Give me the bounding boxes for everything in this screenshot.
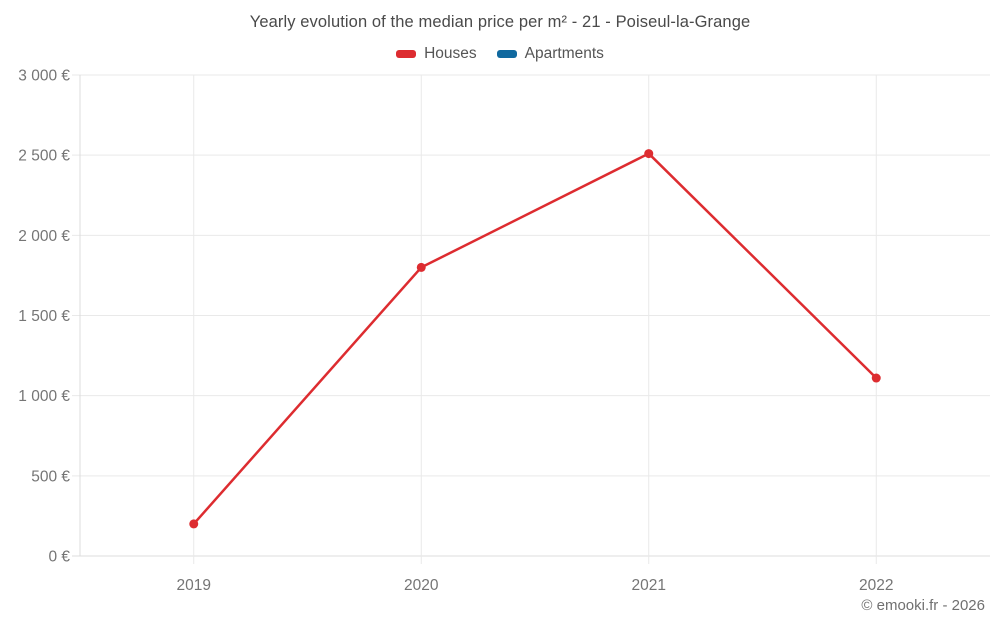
legend-label-houses: Houses (424, 45, 477, 62)
data-point-houses-2020[interactable] (416, 262, 426, 272)
chart-title: Yearly evolution of the median price per… (249, 13, 751, 31)
y-tick-label: 2 500 € (18, 148, 70, 165)
legend-label-apartments: Apartments (524, 45, 604, 62)
y-tick-label: 1 500 € (18, 308, 70, 325)
x-tick-label: 2020 (404, 577, 439, 594)
y-tick-label: 0 € (48, 549, 70, 566)
copyright-footer: © emooki.fr - 2026 (861, 597, 985, 614)
legend-item-houses[interactable]: Houses (396, 45, 477, 63)
y-tick-label: 3 000 € (18, 68, 70, 85)
legend-swatch-apartments-icon (496, 50, 517, 58)
series-line-houses (192, 152, 878, 526)
y-tick-label: 500 € (31, 468, 70, 485)
chart-legend: Houses Apartments (0, 45, 1000, 63)
x-tick-label: 2021 (632, 577, 666, 594)
x-tick-label: 2022 (859, 577, 893, 594)
legend-item-apartments[interactable]: Apartments (496, 45, 604, 63)
data-point-houses-2019[interactable] (189, 519, 199, 529)
data-point-houses-2022[interactable] (871, 373, 881, 383)
y-tick-label: 2 000 € (18, 228, 70, 245)
data-point-houses-2021[interactable] (644, 149, 654, 159)
legend-swatch-houses-icon (396, 50, 417, 58)
x-tick-label: 2019 (177, 577, 211, 594)
y-tick-label: 1 000 € (18, 388, 70, 405)
